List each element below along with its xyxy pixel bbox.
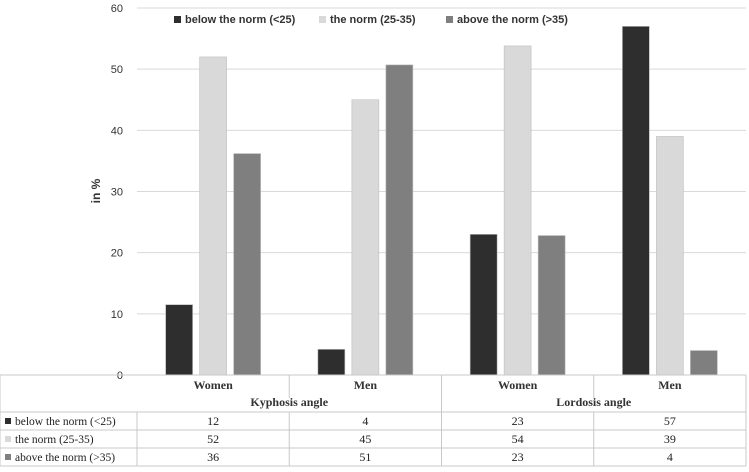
legend-label: below the norm (<25) — [185, 14, 296, 26]
bar — [385, 64, 414, 376]
y-tick-label: 50 — [111, 64, 123, 76]
table-cell: 4 — [362, 414, 368, 428]
table-cell: 57 — [664, 414, 676, 428]
bar — [690, 350, 718, 376]
bar — [351, 99, 380, 376]
table-cell: 54 — [512, 432, 524, 446]
table-cell: 4 — [667, 450, 673, 464]
table-legend-swatch — [5, 436, 11, 442]
table-cell: 39 — [664, 432, 676, 446]
y-tick-label: 0 — [117, 370, 123, 382]
x-group-label: Lordosis angle — [556, 395, 632, 409]
y-axis: 0 10 20 30 40 50 60 — [111, 3, 123, 382]
x-category-label: Women — [498, 378, 538, 392]
table-legend-swatch — [5, 454, 11, 460]
y-tick-label: 10 — [111, 309, 123, 321]
y-axis-label: in % — [89, 178, 103, 203]
bar — [199, 56, 227, 376]
table-cell: 23 — [512, 450, 524, 464]
table-row-label: below the norm (<25) — [15, 416, 116, 428]
bars — [165, 26, 718, 376]
table-cell: 51 — [359, 450, 371, 464]
bar — [656, 136, 684, 376]
table-cell: 12 — [207, 414, 219, 428]
x-category-label: Women — [193, 378, 233, 392]
legend-swatch — [446, 16, 453, 23]
bar — [503, 45, 532, 376]
table-legend-swatch — [5, 418, 11, 424]
table-cell: 36 — [207, 450, 219, 464]
legend: below the norm (<25) the norm (25-35) abov… — [174, 14, 568, 26]
bar — [165, 304, 193, 376]
y-tick-label: 60 — [111, 3, 123, 15]
x-category-label: Men — [354, 378, 378, 392]
y-tick-label: 20 — [111, 248, 123, 260]
bar — [469, 234, 498, 376]
bar — [233, 153, 261, 376]
legend-label: above the norm (>35) — [457, 14, 568, 26]
legend-label: the norm (25-35) — [330, 14, 416, 26]
legend-swatch — [174, 16, 181, 23]
table-cell: 23 — [512, 414, 524, 428]
table-row-label: the norm (25-35) — [15, 434, 94, 446]
bar — [317, 349, 346, 376]
bar — [537, 235, 566, 376]
x-category-label: Men — [658, 378, 682, 392]
table-cell: 52 — [207, 432, 219, 446]
table-cell: 45 — [359, 432, 371, 446]
bar — [622, 26, 650, 376]
gridlines — [137, 7, 746, 376]
y-tick-label: 40 — [111, 125, 123, 137]
data-table: Women Men Women Men Kyphosis angle Lordosis a… — [0, 374, 747, 467]
x-group-label: Kyphosis angle — [250, 395, 328, 409]
table-row-label: above the norm (>35) — [15, 452, 115, 464]
y-tick-label: 30 — [111, 187, 123, 199]
legend-swatch — [319, 16, 326, 23]
